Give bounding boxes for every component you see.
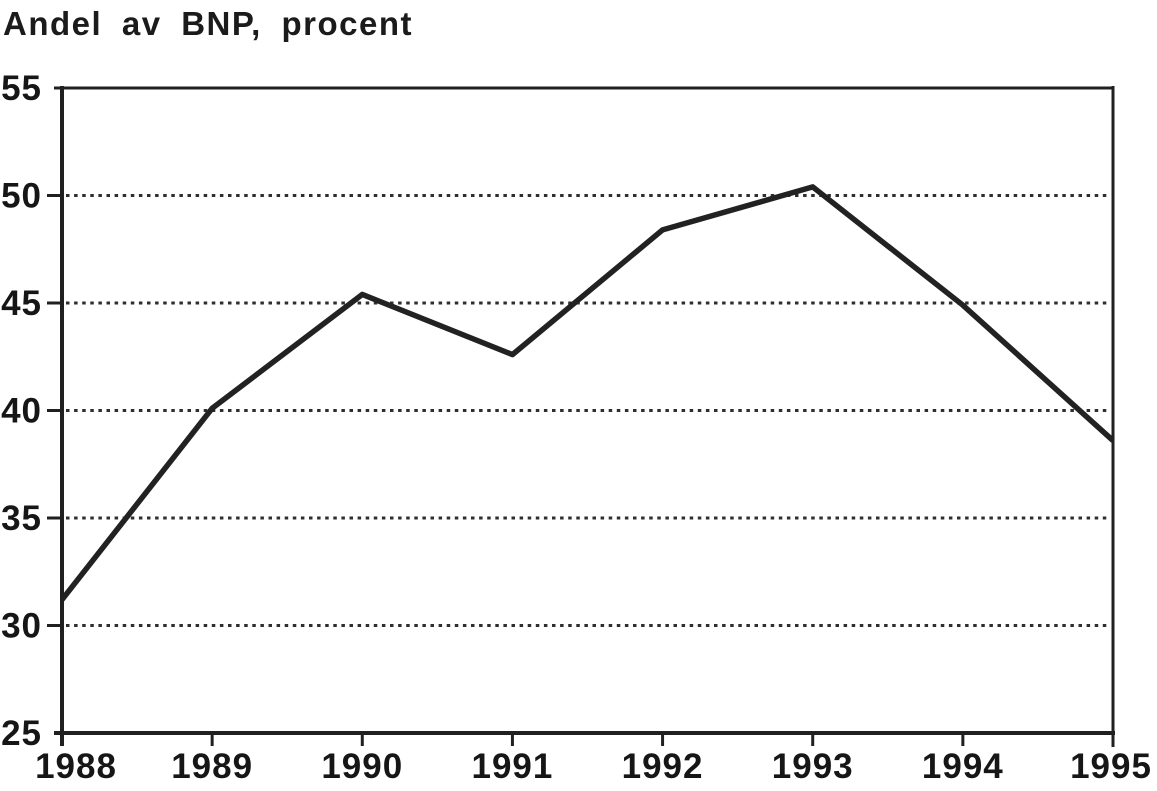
x-axis-tick-label: 1994 (922, 747, 1004, 786)
y-axis-tick-label: 55 (1, 69, 42, 108)
y-axis-tick-label: 40 (1, 392, 42, 431)
y-axis-tick-label: 25 (1, 714, 42, 753)
x-axis-tick-label: 1993 (772, 747, 854, 786)
data-line-andel-av-bnp (59, 184, 1115, 602)
x-axis-tick-label: 1989 (171, 747, 253, 786)
y-axis-tick-label: 50 (1, 177, 42, 216)
y-axis-tick-label: 45 (1, 284, 42, 323)
x-axis-tick-label: 1991 (471, 747, 553, 786)
x-axis-tick-label: 1995 (1070, 747, 1152, 786)
chart-title: Andel av BNP, procent (3, 5, 413, 42)
y-axis-tick-label: 35 (1, 499, 42, 538)
x-axis-tick-label: 1988 (35, 747, 117, 786)
x-axis-tick-label: 1992 (622, 747, 704, 786)
y-axis-tick-label: 30 (1, 607, 42, 646)
x-axis-tick-label: 1990 (321, 747, 403, 786)
